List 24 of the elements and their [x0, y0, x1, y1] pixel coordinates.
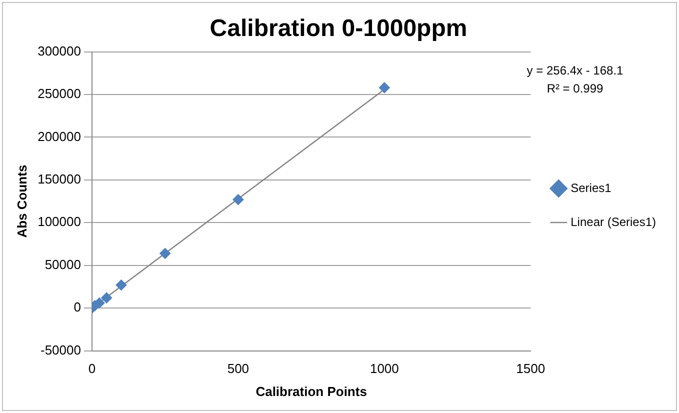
- y-tick-label: 100000: [38, 214, 81, 230]
- legend-label: Series1: [570, 180, 612, 195]
- y-tick-label: 300000: [38, 43, 81, 58]
- point: [378, 82, 390, 94]
- point: [160, 248, 171, 259]
- y-tick-label: 200000: [38, 128, 81, 144]
- text: R² = 0.999: [546, 81, 604, 96]
- y-tick-label: -50000: [40, 342, 81, 358]
- x-axis-title: Calibration Points: [256, 384, 367, 399]
- point: [101, 292, 112, 304]
- x-tick-label: 500: [227, 361, 250, 376]
- point: [116, 280, 127, 291]
- x-tick-label: 0: [88, 361, 96, 376]
- y-tick-label: 250000: [38, 86, 81, 102]
- y-axis-title: Abs Counts: [14, 164, 30, 238]
- x-tick-label: 1000: [370, 361, 399, 376]
- y-tick-label: 150000: [38, 172, 81, 187]
- x-tick-label: 1500: [516, 361, 546, 376]
- chart-title: Calibration 0-1000ppm: [210, 15, 468, 42]
- point: [232, 194, 244, 206]
- annotation: y = 256.4x - 168.1: [526, 63, 624, 78]
- y-tick-label: 50000: [44, 256, 81, 272]
- legend-label: Linear (Series1): [570, 214, 656, 229]
- y-tick-label: 0: [74, 300, 81, 315]
